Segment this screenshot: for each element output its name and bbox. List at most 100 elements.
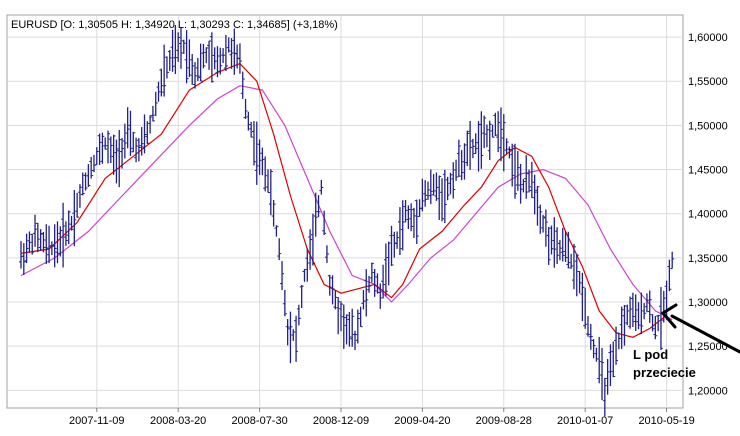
price-bar	[150, 105, 155, 122]
price-bar	[425, 181, 430, 200]
x-axis-labels: 2007-11-09 2008-03-20 2008-07-30 2008-12-09…	[69, 415, 695, 427]
price-bar	[322, 210, 327, 236]
price-bar	[600, 347, 605, 401]
price-bar	[235, 44, 240, 69]
price-bar	[636, 302, 641, 330]
price-bar	[257, 139, 262, 175]
price-bar	[61, 202, 66, 268]
price-bar	[111, 134, 116, 175]
y-axis-labels: 1,60000 1,55000 1,50000 1,45000 1,40000 1,350…	[688, 32, 728, 397]
price-bar	[226, 37, 231, 53]
price-bar	[142, 114, 147, 154]
price-bar	[204, 47, 209, 64]
price-bar	[58, 226, 63, 257]
price-bar	[633, 294, 638, 331]
price-bar	[585, 316, 590, 337]
price-bar	[529, 161, 534, 199]
y-tick-label: 1,50000	[688, 120, 728, 132]
price-bars-layer	[19, 25, 675, 417]
price-bar	[515, 150, 520, 191]
price-bar	[378, 283, 383, 309]
price-bar	[260, 147, 265, 176]
x-tick-label: 2007-11-09	[69, 415, 124, 427]
price-bar	[44, 224, 49, 264]
price-bar	[271, 199, 276, 227]
price-bar	[647, 290, 652, 323]
price-bar	[535, 186, 540, 226]
price-bar	[136, 138, 141, 162]
price-bar	[465, 130, 470, 167]
price-bar	[187, 39, 192, 78]
price-bar	[510, 143, 515, 187]
price-bar	[344, 314, 349, 345]
price-bar	[120, 137, 125, 169]
price-bar	[83, 172, 88, 191]
price-bar	[55, 221, 60, 264]
price-bar	[350, 308, 355, 347]
price-bar	[414, 199, 419, 244]
price-bar	[162, 44, 167, 97]
price-bar	[207, 40, 212, 70]
price-bar	[501, 114, 506, 172]
price-bar	[80, 172, 85, 196]
price-bar	[327, 274, 332, 296]
price-bar	[397, 207, 402, 256]
price-bar	[487, 120, 492, 160]
price-bar	[170, 29, 175, 72]
price-bar	[251, 121, 256, 166]
price-bar	[249, 121, 254, 138]
price-bar	[173, 25, 178, 75]
price-bar	[355, 309, 360, 344]
y-tick-label: 1,40000	[688, 209, 728, 221]
price-bar	[72, 190, 77, 247]
price-bar	[574, 253, 579, 297]
price-bar	[541, 214, 546, 233]
price-bar	[131, 131, 136, 153]
price-bar	[614, 326, 619, 365]
price-bar	[650, 314, 655, 332]
price-bar	[333, 290, 338, 310]
price-bar	[274, 225, 279, 237]
price-bar	[456, 139, 461, 178]
price-bar	[434, 172, 439, 201]
price-bar	[459, 150, 464, 181]
price-bar	[552, 217, 557, 268]
price-bar	[591, 339, 596, 359]
price-bar	[86, 164, 91, 187]
price-bar	[125, 107, 130, 149]
price-bar	[308, 229, 313, 270]
price-bar	[538, 204, 543, 234]
price-bar	[167, 49, 172, 71]
price-bar	[661, 290, 666, 323]
price-bar	[47, 225, 52, 264]
price-bar	[221, 48, 226, 64]
price-bar	[504, 138, 509, 154]
price-bar	[148, 115, 153, 134]
price-bar	[285, 318, 290, 346]
price-bar	[122, 123, 127, 159]
price-bar	[498, 107, 503, 162]
price-bar	[282, 289, 287, 317]
price-bar	[198, 43, 203, 82]
price-bar	[518, 163, 523, 204]
price-bar	[490, 124, 495, 138]
price-bar	[254, 121, 259, 185]
price-bar	[588, 323, 593, 350]
arrow-shaft	[670, 314, 740, 354]
price-bar	[263, 156, 268, 192]
price-bar	[605, 359, 610, 395]
price-bar	[386, 241, 391, 286]
price-bar	[361, 289, 366, 310]
price-bar	[223, 34, 228, 72]
y-tick-label: 1,20000	[688, 385, 728, 397]
plot-area	[6, 14, 684, 409]
price-bar	[41, 231, 46, 253]
x-tick-label: 2009-08-28	[476, 415, 532, 427]
price-bar	[75, 192, 80, 218]
price-bar	[134, 137, 139, 163]
price-bar	[628, 296, 633, 329]
price-bar	[215, 46, 220, 78]
price-bar	[400, 200, 405, 251]
price-bar	[35, 222, 40, 253]
price-bar	[484, 124, 489, 148]
